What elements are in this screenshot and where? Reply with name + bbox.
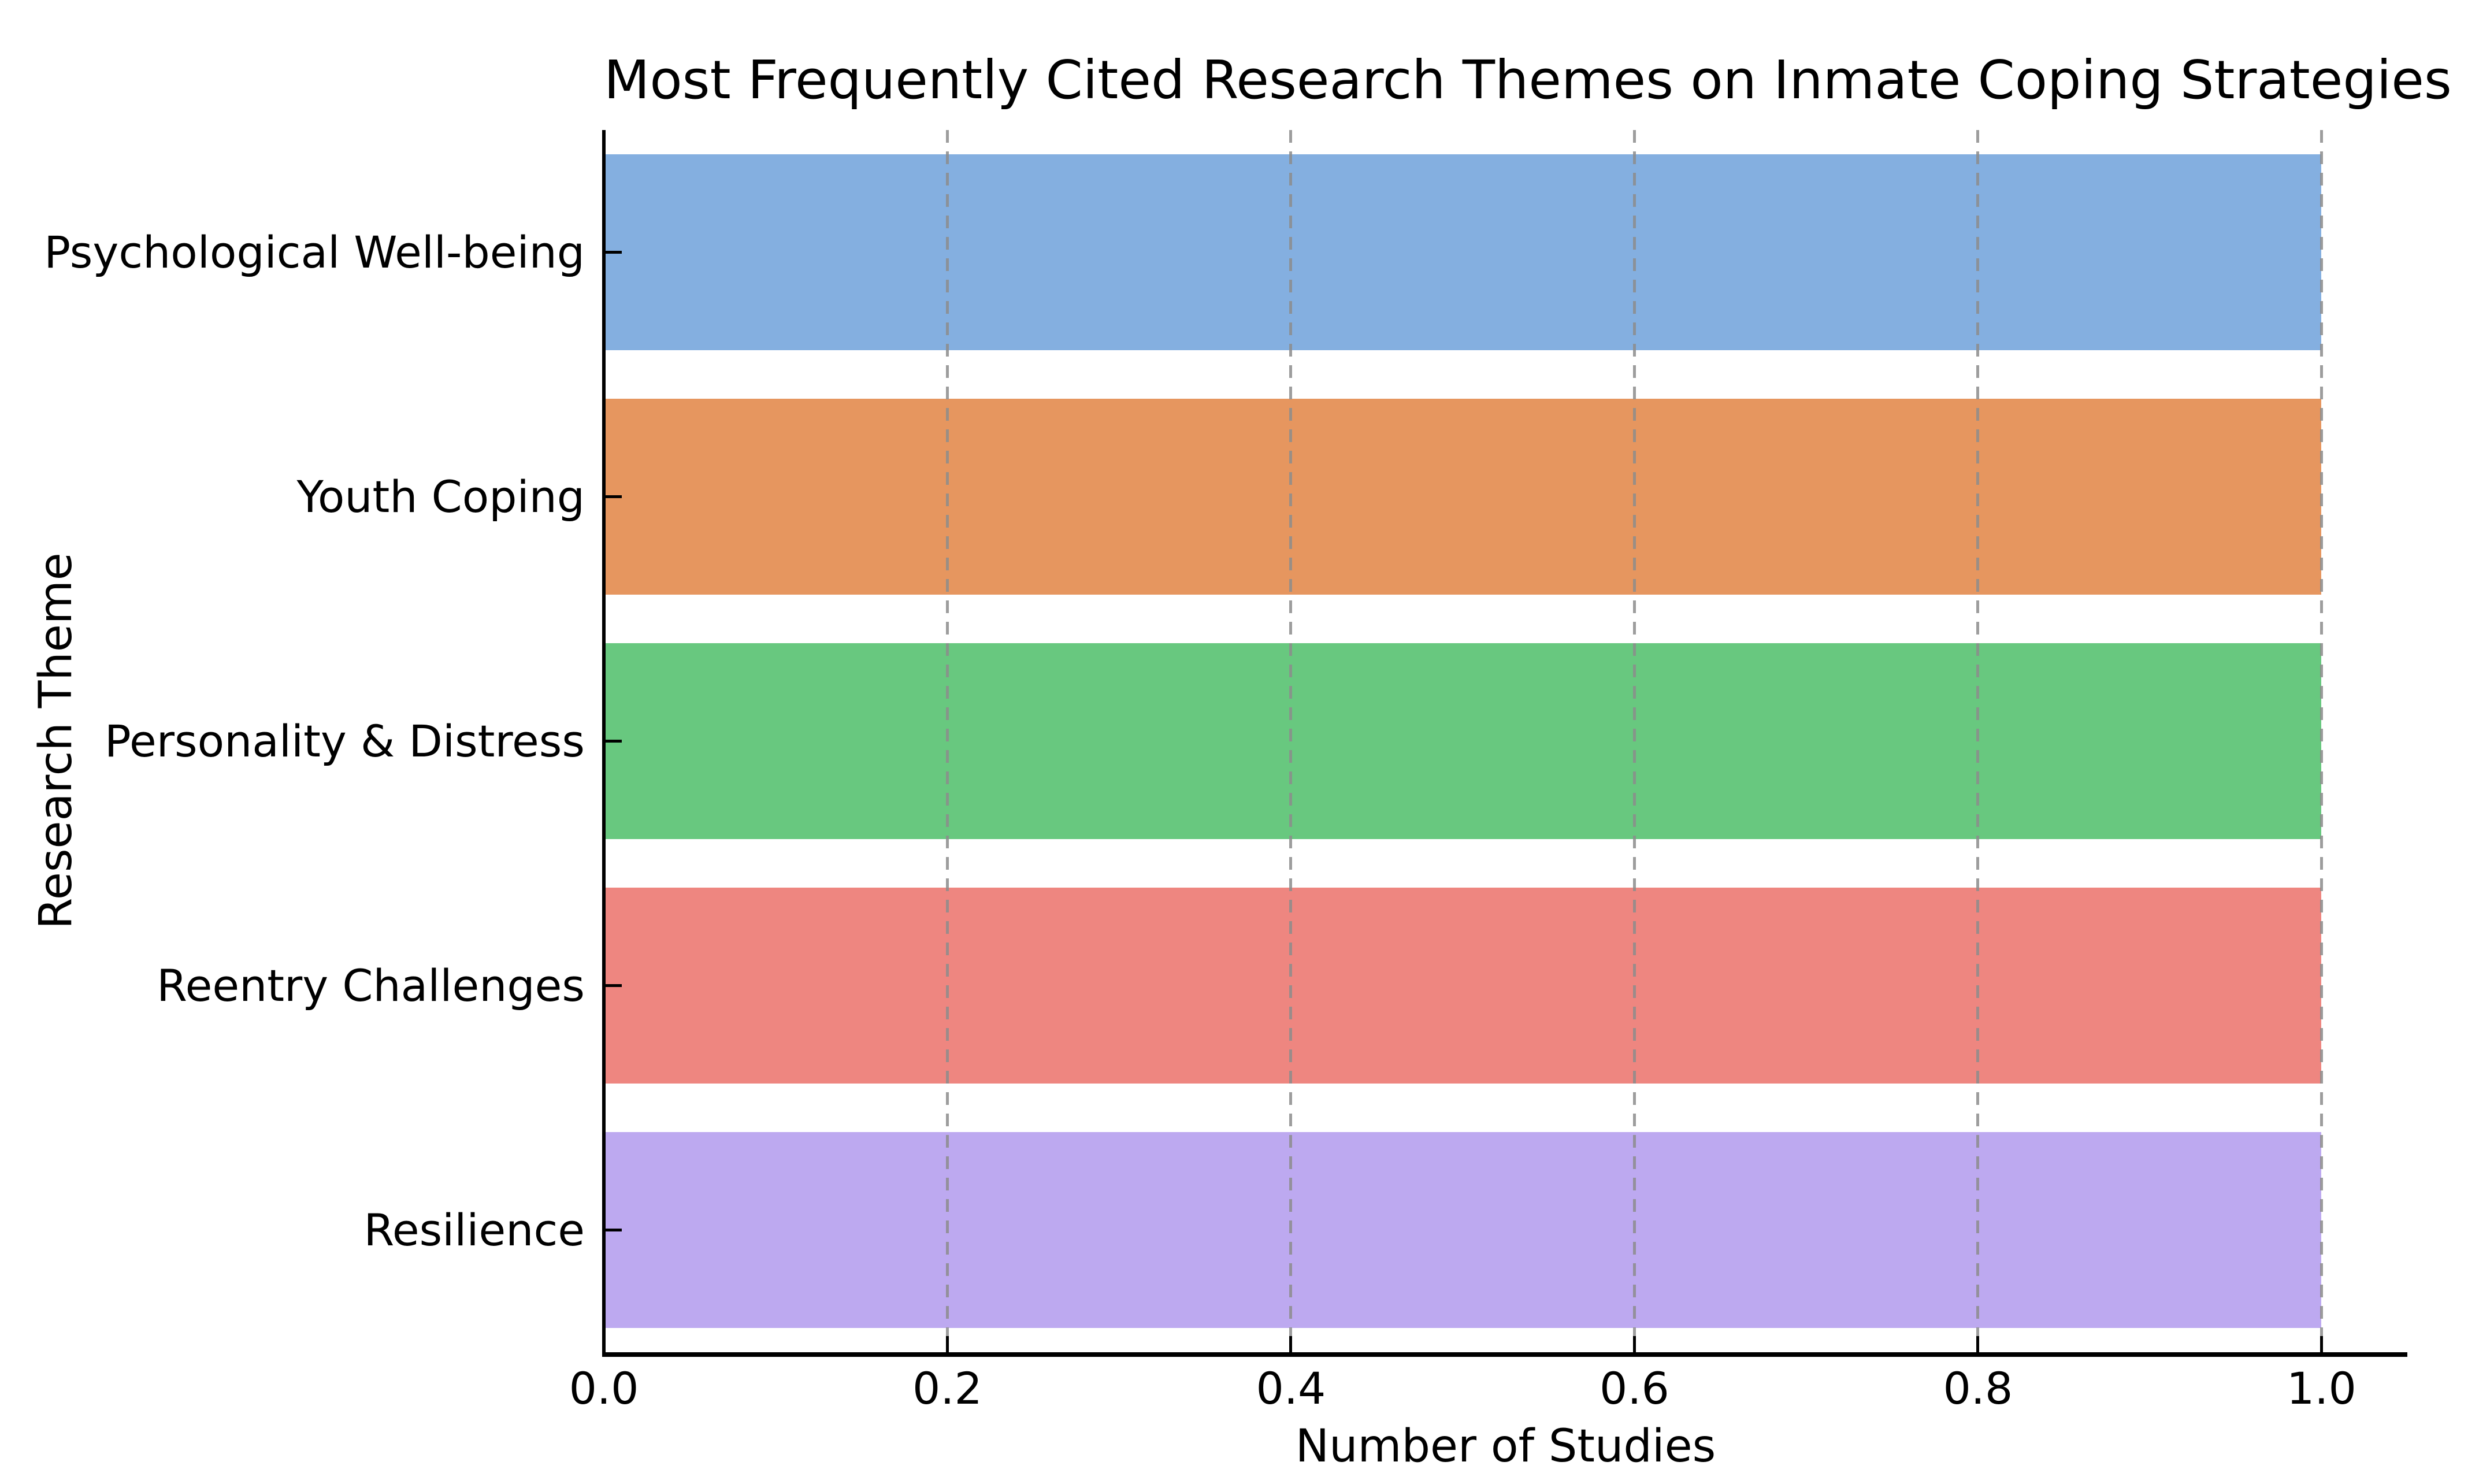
x-tick-1.0 xyxy=(2320,1336,2323,1352)
y-tick-label-personality-distress: Personality & Distress xyxy=(104,715,585,767)
x-tick-0.6 xyxy=(1632,1336,1636,1352)
y-axis-spine xyxy=(602,130,606,1355)
gridline-x-0.6 xyxy=(1632,130,1636,1352)
bar-personality-distress xyxy=(604,643,2322,839)
x-tick-label-1.0: 1.0 xyxy=(2286,1363,2356,1414)
x-tick-0.4 xyxy=(1289,1336,1293,1352)
bar-reentry-challenges xyxy=(604,888,2322,1084)
bar-resilience xyxy=(604,1132,2322,1328)
y-tick-psychological-well-being xyxy=(606,251,622,254)
x-tick-label-0.0: 0.0 xyxy=(569,1363,639,1414)
gridline-x-0.4 xyxy=(1289,130,1293,1352)
bar-youth-coping xyxy=(604,399,2322,595)
x-axis-spine xyxy=(602,1352,2407,1357)
y-tick-label-resilience: Resilience xyxy=(363,1204,585,1256)
x-tick-label-0.4: 0.4 xyxy=(1256,1363,1326,1414)
y-tick-reentry-challenges xyxy=(606,984,622,987)
gridline-x-0.8 xyxy=(1976,130,1980,1352)
gridline-x-0.2 xyxy=(945,130,949,1352)
x-tick-label-0.6: 0.6 xyxy=(1599,1363,1669,1414)
y-tick-label-psychological-well-being: Psychological Well-being xyxy=(44,226,585,278)
y-tick-youth-coping xyxy=(606,495,622,498)
x-tick-0.8 xyxy=(1976,1336,1980,1352)
y-tick-label-youth-coping: Youth Coping xyxy=(296,470,585,522)
x-tick-label-0.8: 0.8 xyxy=(1943,1363,2013,1414)
y-tick-label-reentry-challenges: Reentry Challenges xyxy=(157,959,585,1011)
x-tick-label-0.2: 0.2 xyxy=(912,1363,982,1414)
x-tick-0.2 xyxy=(945,1336,949,1352)
y-tick-personality-distress xyxy=(606,740,622,743)
plot-area xyxy=(602,130,2407,1357)
x-axis-label: Number of Studies xyxy=(1295,1420,1716,1472)
chart-title: Most Frequently Cited Research Themes on… xyxy=(604,49,2452,111)
bar-psychological-well-being xyxy=(604,154,2322,350)
y-tick-resilience xyxy=(606,1229,622,1231)
gridline-x-1.0 xyxy=(2320,130,2323,1352)
